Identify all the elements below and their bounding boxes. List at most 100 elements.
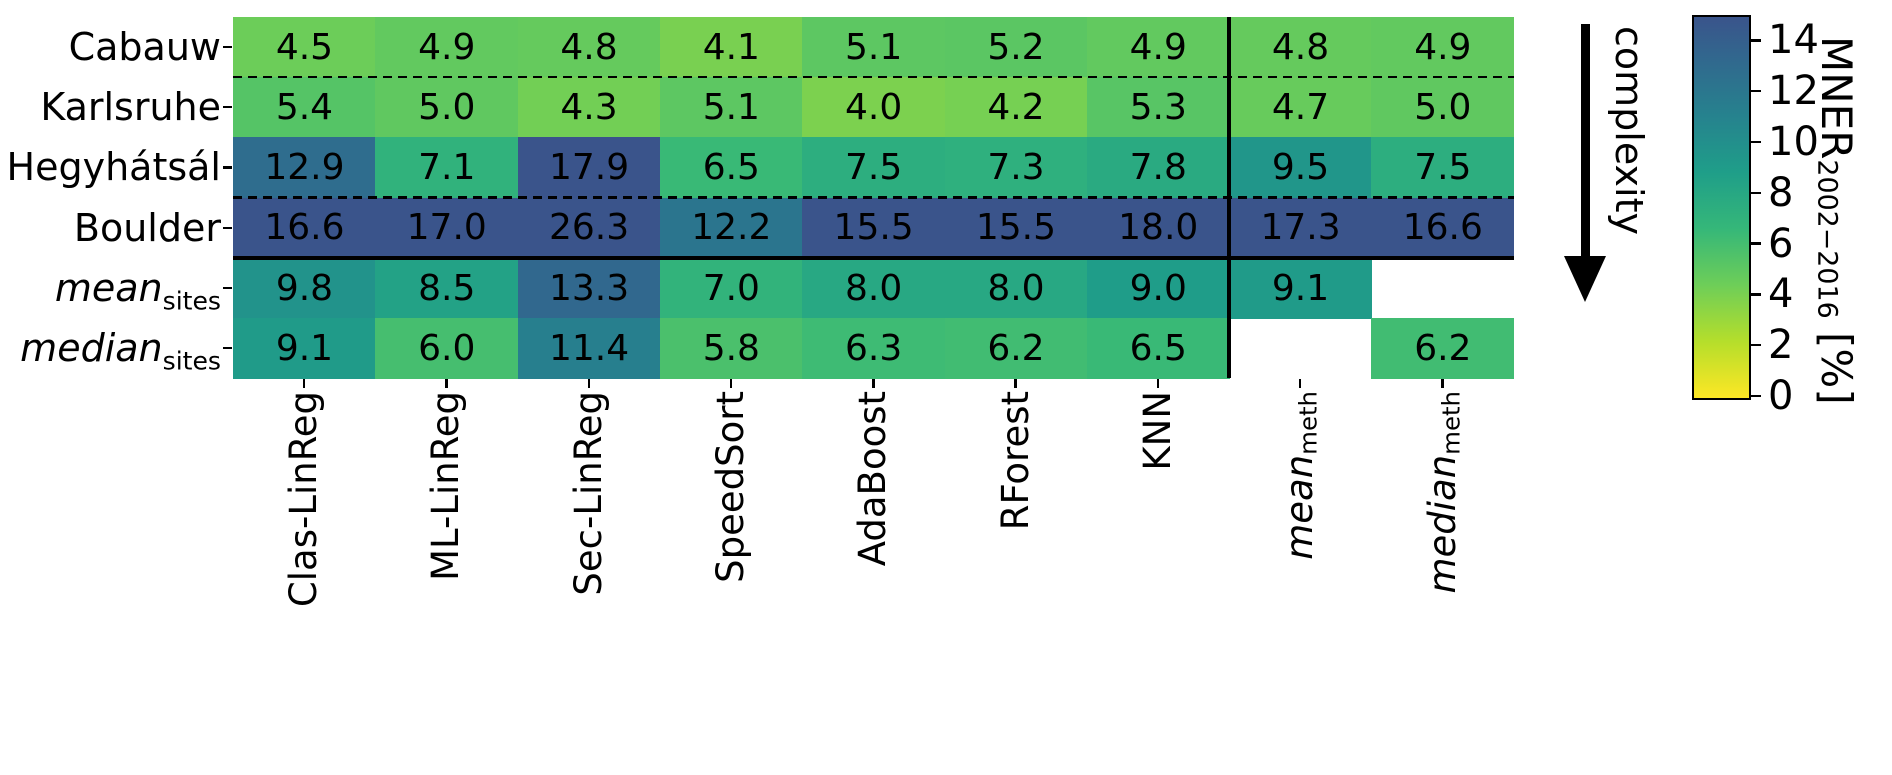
colorbar-tick-label: 14	[1768, 17, 1819, 64]
row-label: Karlsruhe	[0, 77, 221, 137]
heatmap-cell: 4.0	[802, 77, 946, 138]
heatmap-cell: 6.2	[1371, 318, 1515, 379]
col-label-text: Clas-LinReg	[282, 391, 326, 608]
col-label-text: ML-LinReg	[424, 391, 468, 581]
row-label-subscript: sites	[162, 346, 221, 376]
heatmap-cell: 7.1	[375, 137, 519, 199]
col-label-text: AdaBoost	[851, 391, 895, 567]
heatmap-cell: 18.0	[1086, 197, 1230, 259]
row-label: mediansites	[0, 318, 221, 378]
y-axis-tick	[223, 45, 232, 49]
heatmap-cell: 4.5	[233, 17, 376, 78]
heatmap-cell: 17.9	[517, 137, 661, 199]
colorbar-tick	[1751, 293, 1761, 296]
heatmap-cell: 8.0	[802, 257, 946, 319]
heatmap-cell: 7.3	[944, 137, 1088, 199]
heatmap-cell: 5.3	[1086, 77, 1230, 138]
heatmap-cell: 5.0	[375, 77, 519, 138]
heatmap-cell: 4.7	[1229, 77, 1372, 138]
y-axis-tick	[223, 346, 232, 350]
heatmap-cell: 16.6	[1371, 197, 1515, 259]
colorbar-tick-label: 6	[1768, 220, 1794, 267]
heatmap-cell: 4.9	[1371, 17, 1515, 78]
col-label-text: KNN	[1135, 391, 1179, 471]
heatmap-cell: 8.5	[375, 257, 519, 319]
heatmap-cell: 15.5	[802, 197, 946, 259]
colorbar-label-subscript: 2002−2016	[1811, 159, 1843, 319]
col-label-text: SpeedSort	[709, 391, 753, 583]
heatmap-cell: 5.8	[659, 318, 803, 379]
col-label-text: RForest	[993, 391, 1037, 531]
row-label: Hegyhátsál	[0, 137, 221, 197]
row-label-text: mean	[54, 265, 163, 310]
colorbar-tick	[1751, 140, 1761, 144]
x-axis-tick	[872, 379, 875, 388]
heatmap-cell: 7.8	[1086, 137, 1230, 199]
colorbar-tick-label: 8	[1768, 169, 1794, 216]
colorbar-label-main: MNER	[1812, 36, 1861, 160]
dashed-row-separator	[233, 76, 1514, 79]
heatmap-cell: 4.2	[944, 77, 1088, 138]
x-axis-tick	[587, 379, 590, 388]
colorbar	[1692, 15, 1751, 400]
dashed-row-separator	[233, 196, 1514, 199]
col-label: meanmeth	[1278, 391, 1323, 560]
solid-row-separator	[233, 256, 1514, 260]
heatmap-cell: 6.0	[375, 318, 519, 379]
colorbar-tick	[1751, 90, 1761, 93]
heatmap-cell: 9.0	[1086, 257, 1230, 319]
y-axis-tick	[223, 106, 232, 109]
heatmap-cell: 8.0	[944, 257, 1088, 319]
row-label-text: Boulder	[73, 205, 221, 250]
heatmap-cell: 17.0	[375, 197, 519, 259]
row-label: Cabauw	[0, 17, 221, 77]
heatmap-cell: 4.9	[375, 17, 519, 78]
heatmap-cell: 6.3	[802, 318, 946, 379]
colorbar-tick-label: 4	[1768, 271, 1794, 318]
heatmap-cell: 13.3	[517, 257, 661, 319]
heatmap-cell: 26.3	[517, 197, 661, 259]
col-label: medianmeth	[1420, 391, 1465, 594]
heatmap-cell: 15.5	[944, 197, 1088, 259]
heatmap-cell: 4.8	[517, 17, 661, 78]
solid-column-separator	[1227, 17, 1231, 379]
heatmap-cell: 7.5	[1371, 137, 1515, 199]
heatmap-cell: 5.0	[1371, 77, 1515, 138]
col-label-text: Sec-LinReg	[566, 391, 610, 596]
heatmap-cell: 9.8	[233, 257, 376, 319]
heatmap-cell: 6.5	[659, 137, 803, 199]
x-axis-tick	[302, 379, 306, 388]
col-label: AdaBoost	[851, 391, 895, 567]
y-axis-tick	[223, 286, 232, 290]
col-label: KNN	[1135, 391, 1179, 471]
colorbar-tick-label: 0	[1768, 373, 1794, 419]
colorbar-tick-label: 12	[1768, 68, 1819, 115]
x-axis-tick	[445, 379, 448, 388]
row-label-text: median	[20, 326, 163, 370]
row-label-subscript: sites	[162, 286, 221, 316]
heatmap-cell: 7.0	[659, 257, 803, 319]
col-label-subscript: meth	[1293, 391, 1323, 455]
row-label-text: Karlsruhe	[40, 85, 221, 130]
x-axis-tick	[1299, 379, 1302, 388]
heatmap-cell: 9.1	[233, 318, 376, 379]
complexity-arrow-head-icon	[1564, 256, 1606, 302]
complexity-arrow-shaft	[1581, 24, 1590, 258]
y-axis-tick	[223, 226, 232, 229]
x-axis-tick	[729, 379, 733, 388]
heatmap-cell: 6.5	[1086, 318, 1230, 379]
col-label-text: median	[1420, 454, 1464, 594]
colorbar-tick	[1751, 242, 1761, 245]
col-label: Clas-LinReg	[282, 391, 326, 608]
x-axis-tick	[1441, 379, 1444, 388]
colorbar-tick	[1751, 39, 1761, 42]
row-label-text: Hegyhátsál	[6, 145, 221, 190]
heatmap-cell: 6.2	[944, 318, 1088, 379]
row-label: Boulder	[0, 198, 221, 258]
row-label-text: Cabauw	[68, 25, 221, 69]
colorbar-label: MNER2002−2016 [%]	[1812, 36, 1861, 405]
heatmap-cell: 4.1	[659, 17, 803, 78]
col-label: Sec-LinReg	[566, 391, 610, 596]
heatmap-cell: 5.1	[659, 77, 803, 138]
